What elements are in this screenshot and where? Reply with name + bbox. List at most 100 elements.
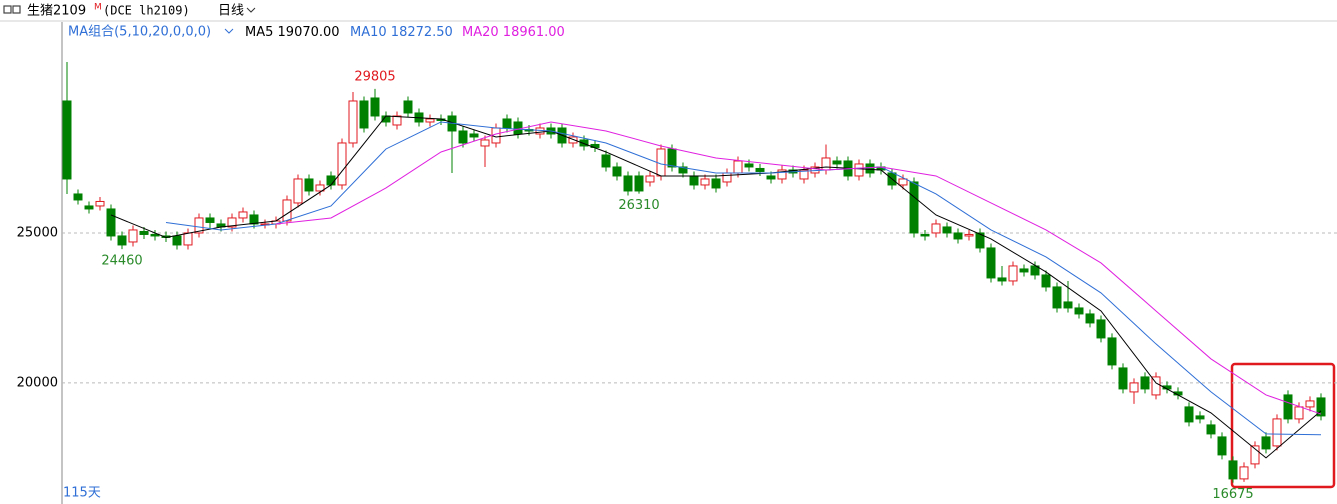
candle-body (568, 136, 578, 144)
candle-body (645, 175, 655, 183)
y-tick-label: 20000 (17, 375, 58, 390)
legend-name: MA10 (350, 25, 387, 40)
candle-body (1316, 397, 1326, 417)
candle-body (458, 130, 468, 144)
candle-body (73, 193, 83, 201)
candle-body (1019, 268, 1029, 273)
candle-body (854, 163, 864, 177)
count-label: 115天 (63, 486, 101, 501)
candle-body (920, 233, 930, 237)
candle-body (634, 175, 644, 192)
candle-body (1294, 406, 1304, 420)
price-annotation: 16675 (1212, 487, 1253, 502)
candle-body (1305, 400, 1315, 408)
candle-body (238, 211, 248, 219)
candle-body (898, 178, 908, 186)
candle-body (1107, 337, 1117, 366)
symbol-mark: M (94, 3, 102, 13)
period[interactable]: 日线 (218, 4, 244, 19)
candle-body (359, 100, 369, 129)
candle-body (1206, 424, 1216, 435)
candle-body (139, 230, 149, 235)
candle-body (128, 229, 138, 243)
candle-body (722, 172, 732, 183)
candle-body (777, 169, 787, 180)
candle-body (700, 178, 710, 186)
candle-body (150, 233, 160, 237)
candle-body (865, 163, 875, 174)
candle-body (425, 118, 435, 123)
candle-body (1217, 436, 1227, 456)
candle-body (1118, 367, 1128, 390)
legend-value: 19070.00 (278, 25, 340, 40)
price-annotation: 26310 (618, 198, 659, 213)
candle-body (227, 217, 237, 228)
header-icon (3, 5, 21, 14)
candle-body (502, 118, 512, 129)
candle-body (1140, 376, 1150, 390)
candle-body (183, 232, 193, 246)
candle-body (799, 169, 809, 180)
candle-body (106, 208, 116, 237)
candle-body (1085, 313, 1095, 324)
candle-body (337, 142, 347, 186)
legend-value: 18272.50 (391, 25, 453, 40)
ma-line (165, 121, 1322, 436)
legend-entry: MA5 19070.00 (245, 25, 340, 40)
candle-body (348, 100, 358, 144)
highlight-box (1230, 362, 1336, 489)
candle-body (964, 233, 974, 237)
candle-body (1228, 460, 1238, 480)
legend-name: MA5 (245, 25, 273, 40)
price-annotation: 24460 (101, 254, 142, 269)
candle-body (1074, 307, 1084, 315)
candle-body (931, 223, 941, 234)
candle-body (1184, 406, 1194, 423)
candle-body (975, 232, 985, 249)
candle-body (1063, 301, 1073, 309)
candle-body (1030, 265, 1040, 276)
candle-body (909, 181, 919, 234)
indicator-caret[interactable] (224, 28, 234, 34)
candle-body (821, 157, 831, 171)
candle-body (513, 121, 523, 135)
candle-body (942, 226, 952, 234)
candle-body (370, 97, 380, 117)
candle-body (304, 178, 314, 192)
candle-body (1151, 376, 1161, 396)
candle-body (689, 175, 699, 186)
candle-body (1096, 319, 1106, 339)
candle-body (1052, 286, 1062, 309)
candle-body (326, 175, 336, 186)
candle-body (1129, 382, 1139, 393)
candle-body (953, 232, 963, 240)
legend-value: 18961.00 (503, 25, 565, 40)
candle-body (95, 200, 105, 207)
candle-body (997, 277, 1007, 282)
symbol-code: (DCE lh2109) (103, 4, 190, 18)
period-caret[interactable] (246, 7, 256, 13)
y-tick-label: 25000 (17, 225, 58, 240)
candle-body (1041, 274, 1051, 288)
candle-body (1261, 436, 1271, 450)
candle-body (612, 166, 622, 177)
candle-body (986, 247, 996, 279)
candle-body (84, 205, 94, 210)
candle-body (315, 184, 325, 192)
legend-name: MA20 (462, 25, 499, 40)
candle-body (678, 166, 688, 174)
candle-body (194, 217, 204, 234)
price-annotation: 29805 (354, 69, 395, 84)
legend-entry: MA20 18961.00 (462, 25, 565, 40)
indicator[interactable]: MA组合(5,10,20,0,0,0) (68, 25, 211, 40)
candle-body (601, 154, 611, 168)
candle-body (744, 163, 754, 168)
candle-body (282, 199, 292, 222)
candle-body (403, 100, 413, 114)
candle-body (205, 217, 215, 223)
candle-body (62, 100, 72, 180)
ma-line (275, 121, 1322, 415)
candle-body (480, 139, 490, 147)
candle-body (1283, 394, 1293, 420)
